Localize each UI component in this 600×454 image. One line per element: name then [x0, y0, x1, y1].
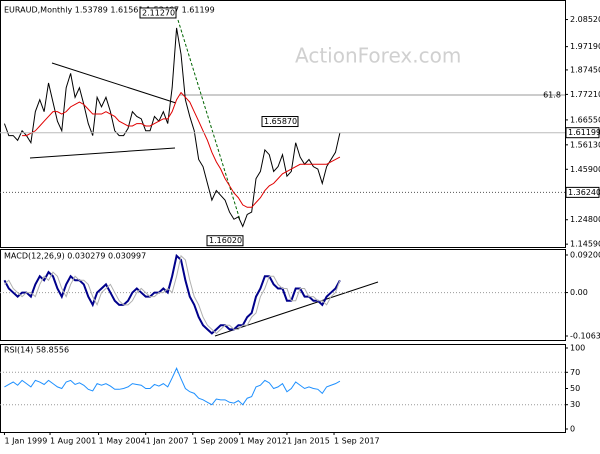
y-tick-label: 50 — [570, 384, 580, 393]
price-box — [139, 7, 177, 19]
price-label: 1.61199 — [568, 128, 600, 137]
x-tick-label: 1 Sep 2009 — [193, 437, 239, 446]
y-tick-label: 1.87450 — [570, 65, 600, 74]
y-tick-label: 1.66550 — [570, 115, 600, 124]
y-tick-label: 1.77210 — [570, 90, 600, 99]
y-tick-label: 1.56130 — [570, 140, 600, 149]
y-tick-label: 1.45900 — [570, 165, 600, 174]
series-line — [4, 254, 341, 335]
y-tick-label: 70 — [570, 368, 580, 377]
y-tick-label: 100 — [570, 343, 585, 352]
price-panel — [0, 0, 566, 248]
x-tick-label: 1 May 2004 — [99, 437, 146, 446]
x-tick-label: 1 May 2012 — [240, 437, 287, 446]
rsi-panel — [0, 344, 566, 433]
fib-label: 61.8 — [543, 91, 561, 100]
y-tick-label: 0.00 — [570, 288, 588, 297]
x-tick-label: 1 Aug 2001 — [50, 437, 96, 446]
price-label: 1.65870 — [264, 117, 297, 126]
y-tick-label: 30 — [570, 400, 580, 409]
panel-title: MACD(12,26,9) 0.030279 0.030997 — [4, 252, 146, 261]
watermark: ActionForex.com — [295, 44, 461, 68]
series-line — [4, 367, 341, 406]
series-line — [3, 27, 341, 228]
x-tick-label: 1 Jan 1999 — [4, 437, 47, 446]
y-tick-label: 0 — [570, 425, 575, 434]
price-label: 2.11270 — [142, 8, 175, 17]
price-box — [565, 127, 600, 139]
trendline — [29, 147, 176, 159]
series-line — [3, 253, 341, 335]
panel-title: RSI(14) 58.8556 — [4, 346, 69, 355]
x-tick-label: 1 Jan 2015 — [287, 437, 330, 446]
price-box — [206, 235, 244, 247]
price-label: 1.16020 — [209, 236, 242, 245]
y-tick-label: 1.97190 — [570, 42, 600, 51]
y-tick-label: 0.092004 — [570, 250, 600, 259]
trendline — [51, 62, 177, 104]
trendline — [214, 281, 379, 337]
panel-title: EURAUD,Monthly 1.53789 1.61561 1.53467 1… — [4, 6, 215, 15]
y-tick-label: 1.24800 — [570, 215, 600, 224]
x-tick-label: 1 Jan 2007 — [146, 437, 189, 446]
price-box — [261, 116, 299, 128]
y-tick-label: 2.08520 — [570, 15, 600, 24]
macd-panel — [0, 249, 566, 341]
price-box — [565, 186, 600, 198]
x-tick-label: 1 Sep 2017 — [334, 437, 380, 446]
y-tick-label: 1.14590 — [570, 240, 600, 249]
price-label: 1.36240 — [568, 188, 600, 197]
series-line — [22, 91, 341, 208]
y-tick-label: -0.106308 — [570, 331, 600, 340]
